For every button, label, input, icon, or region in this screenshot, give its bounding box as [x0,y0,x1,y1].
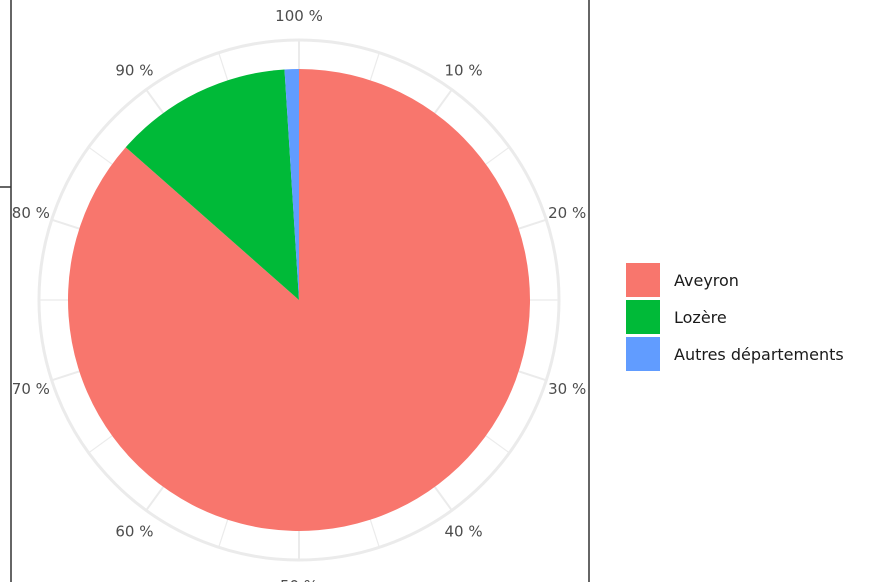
tick-label: 90 % [115,61,153,79]
tick-label: 10 % [445,61,483,79]
legend: Aveyron Lozère Autres départements [626,263,844,371]
tick-label: 40 % [445,523,483,541]
tick-label: 20 % [548,204,586,222]
legend-key [626,300,660,334]
tick-label: 70 % [12,380,50,398]
panel-frame [0,0,590,582]
pie-slices [67,69,530,531]
pie-slice-lozere [125,69,299,301]
pie-slice-aveyron [67,69,530,531]
tick-label: 80 % [12,204,50,222]
legend-label: Autres départements [674,345,844,364]
tick-label: 30 % [548,380,586,398]
tick-label: 100 % [275,7,323,25]
pie-slice-autres-departements [284,69,299,300]
legend-label: Aveyron [674,271,739,290]
tick-label: 50 % [280,577,318,582]
legend-key [626,337,660,371]
tick-label: 60 % [115,523,153,541]
legend-label: Lozère [674,308,727,327]
legend-key [626,263,660,297]
angle-tick-labels: 100 % 10 % 20 % 30 % 40 % 50 % 60 % 70 % 80 % 90 … [12,7,586,586]
